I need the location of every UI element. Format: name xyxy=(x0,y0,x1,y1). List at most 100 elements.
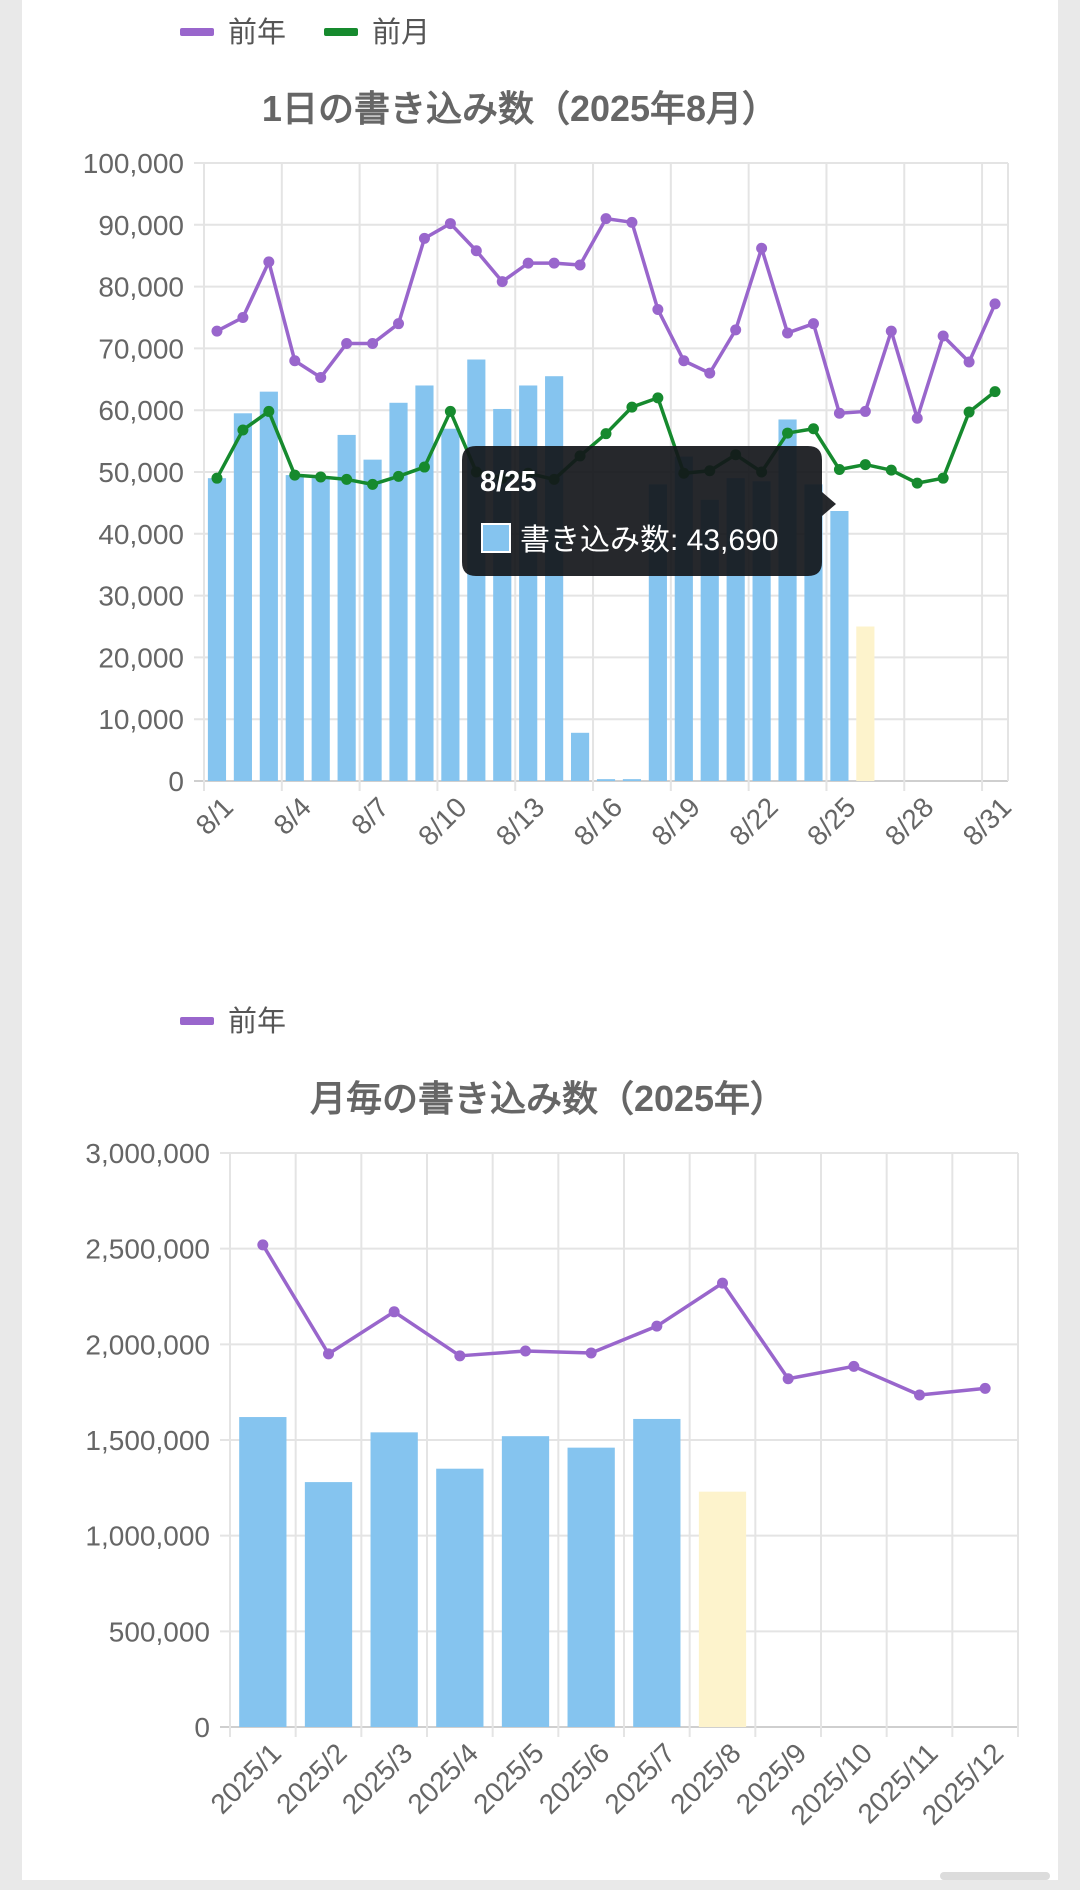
line-point[interactable] xyxy=(652,303,664,315)
line-point[interactable] xyxy=(585,1347,597,1359)
bar-8-1[interactable] xyxy=(207,478,227,781)
line-point[interactable] xyxy=(393,470,405,482)
bar-8-4[interactable] xyxy=(285,475,304,781)
y-tick-label: 2,500,000 xyxy=(85,1234,210,1265)
line-point[interactable] xyxy=(257,1239,269,1251)
line-point[interactable] xyxy=(730,324,742,336)
line-point[interactable] xyxy=(237,312,249,323)
line-point[interactable] xyxy=(600,213,612,225)
line-point[interactable] xyxy=(470,245,482,257)
bar-8-15[interactable] xyxy=(570,732,590,781)
line-point[interactable] xyxy=(782,327,794,339)
line-point[interactable] xyxy=(574,259,586,271)
bar-8-8[interactable] xyxy=(389,402,408,781)
daily-posts-chart[interactable]: 前年 前月 1日の書き込み数（2025年8月） 100,000 90,000 80,000… xyxy=(22,0,1058,900)
line-point[interactable] xyxy=(678,355,690,367)
line-point[interactable] xyxy=(848,1360,860,1372)
line-point[interactable] xyxy=(859,459,871,471)
line-point[interactable] xyxy=(315,371,327,383)
line-point[interactable] xyxy=(548,257,560,269)
line-point[interactable] xyxy=(937,472,949,484)
line-point[interactable] xyxy=(807,318,819,330)
line-point[interactable] xyxy=(418,461,430,473)
bar-8-14[interactable] xyxy=(545,376,564,781)
bar-8-25[interactable] xyxy=(830,510,849,781)
line-point[interactable] xyxy=(911,477,923,489)
bar-2025-7[interactable] xyxy=(633,1418,681,1727)
bar-8-2[interactable] xyxy=(233,413,252,781)
bar-8-13[interactable] xyxy=(519,385,538,781)
bar-2025-3[interactable] xyxy=(370,1432,418,1727)
line-point[interactable] xyxy=(600,428,612,440)
line-point[interactable] xyxy=(963,356,975,368)
line-point[interactable] xyxy=(211,472,223,484)
line-point[interactable] xyxy=(263,405,275,417)
line-point[interactable] xyxy=(782,1373,794,1385)
line-point[interactable] xyxy=(237,424,249,436)
line-point[interactable] xyxy=(626,216,638,228)
x-tick-label: 8/25 xyxy=(801,791,861,851)
line-point[interactable] xyxy=(833,407,845,419)
x-tick-label: 8/31 xyxy=(957,791,1017,851)
y-tick-label: 30,000 xyxy=(98,581,184,612)
line-point[interactable] xyxy=(418,232,430,244)
line-point[interactable] xyxy=(444,218,456,230)
line-point[interactable] xyxy=(444,405,456,417)
line-point[interactable] xyxy=(367,478,379,490)
line-point[interactable] xyxy=(652,392,664,404)
line-point[interactable] xyxy=(807,423,819,435)
bar-8-6[interactable] xyxy=(337,434,356,781)
x-tick-label: 2025/1 xyxy=(205,1737,287,1819)
line-point[interactable] xyxy=(704,367,716,379)
line-point[interactable] xyxy=(522,257,534,269)
line-point[interactable] xyxy=(626,401,638,413)
bar-8-5[interactable] xyxy=(311,478,330,781)
bar-2025-6[interactable] xyxy=(567,1447,615,1727)
line-point[interactable] xyxy=(989,386,1001,398)
bar-8-9[interactable] xyxy=(415,385,434,781)
bar-8-10[interactable] xyxy=(441,428,460,781)
line-point[interactable] xyxy=(989,298,1001,310)
line-point[interactable] xyxy=(782,427,794,439)
line-point[interactable] xyxy=(756,242,768,254)
line-point[interactable] xyxy=(263,256,275,268)
bar-2025-2[interactable] xyxy=(304,1482,353,1727)
line-point[interactable] xyxy=(833,464,845,476)
line-point[interactable] xyxy=(859,405,871,417)
bar-8-7[interactable] xyxy=(363,459,382,781)
legend-swatch xyxy=(180,28,214,36)
line-point[interactable] xyxy=(937,330,949,342)
bar-8-17[interactable] xyxy=(622,779,642,781)
bar-2025-8[interactable] xyxy=(698,1491,747,1727)
line-point[interactable] xyxy=(717,1277,728,1289)
line-point[interactable] xyxy=(520,1345,531,1357)
line-point[interactable] xyxy=(289,355,301,367)
line-point[interactable] xyxy=(341,337,353,349)
bar-8-26[interactable] xyxy=(856,626,875,782)
line-point[interactable] xyxy=(289,469,301,481)
line-point[interactable] xyxy=(911,412,923,424)
line-point[interactable] xyxy=(963,406,975,418)
bar-2025-1[interactable] xyxy=(239,1417,287,1727)
line-point[interactable] xyxy=(496,276,508,288)
bar-2025-5[interactable] xyxy=(501,1436,550,1727)
line-point[interactable] xyxy=(885,464,897,476)
line-point[interactable] xyxy=(979,1382,991,1394)
line-point[interactable] xyxy=(341,473,353,485)
line-point[interactable] xyxy=(393,318,405,330)
bar-8-16[interactable] xyxy=(596,779,616,781)
legend-swatch xyxy=(180,1017,214,1025)
bar-8-3[interactable] xyxy=(259,391,278,781)
line-point[interactable] xyxy=(914,1389,925,1401)
line-point[interactable] xyxy=(211,325,223,337)
line-point[interactable] xyxy=(315,471,327,483)
x-tick-label: 8/16 xyxy=(568,791,628,851)
line-point[interactable] xyxy=(454,1350,466,1362)
bar-2025-4[interactable] xyxy=(436,1468,484,1727)
line-point[interactable] xyxy=(367,337,379,349)
line-point[interactable] xyxy=(388,1306,400,1318)
line-point[interactable] xyxy=(885,325,897,337)
line-point[interactable] xyxy=(323,1348,334,1360)
line-point[interactable] xyxy=(651,1320,663,1332)
